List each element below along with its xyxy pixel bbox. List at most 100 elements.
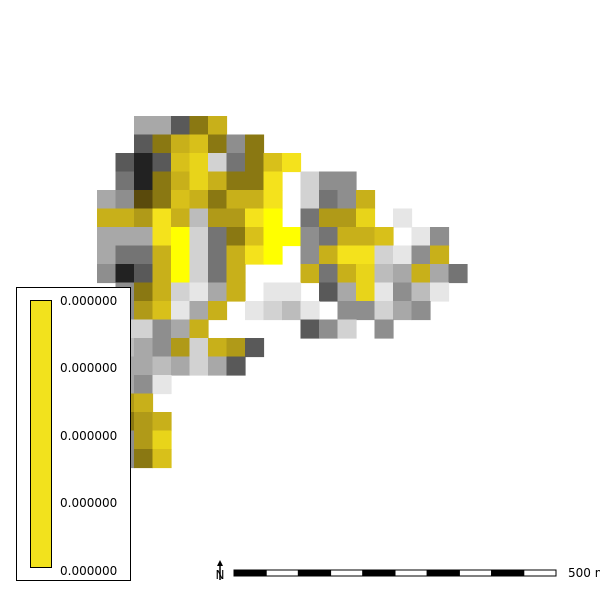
raster-cell — [189, 356, 209, 376]
raster-cell — [245, 227, 265, 247]
raster-cell — [282, 282, 302, 302]
raster-cell — [430, 282, 450, 302]
raster-cell — [393, 282, 413, 302]
raster-cell — [208, 264, 228, 284]
scale-bar-segment — [297, 569, 332, 577]
raster-cell — [356, 190, 376, 210]
raster-cell — [134, 449, 154, 469]
raster-cell — [245, 153, 265, 173]
scale-bar-segment — [458, 569, 493, 577]
raster-cell — [263, 208, 283, 228]
raster-cell — [356, 282, 376, 302]
raster-cell — [208, 356, 228, 376]
raster-cell — [337, 190, 357, 210]
raster-cell — [411, 282, 431, 302]
raster-cell — [411, 245, 431, 265]
raster-cell — [115, 208, 135, 228]
raster-cell — [319, 190, 339, 210]
raster-cell — [448, 264, 468, 284]
raster-cell — [97, 190, 117, 210]
raster-cell — [97, 208, 117, 228]
raster-cell — [171, 356, 191, 376]
raster-cell — [189, 301, 209, 321]
raster-cell — [430, 245, 450, 265]
raster-cell — [337, 319, 357, 339]
raster-cell — [134, 319, 154, 339]
raster-cell — [152, 449, 172, 469]
north-arrow-label: N — [216, 568, 225, 582]
raster-cell — [263, 227, 283, 247]
raster-cell — [337, 227, 357, 247]
raster-cell — [319, 264, 339, 284]
raster-cell — [411, 301, 431, 321]
raster-cell — [134, 375, 154, 395]
raster-cell — [189, 190, 209, 210]
raster-cell — [152, 227, 172, 247]
raster-cell — [134, 338, 154, 358]
scale-bar-segment — [233, 569, 267, 577]
raster-cell — [115, 171, 135, 191]
raster-cell — [152, 301, 172, 321]
raster-cell — [263, 301, 283, 321]
raster-cell — [226, 153, 246, 173]
raster-cell — [171, 116, 191, 136]
scale-bar-segment — [523, 569, 557, 577]
raster-cell — [171, 338, 191, 358]
raster-cell — [134, 153, 154, 173]
legend-panel: 0.000000 0.000000 0.000000 0.000000 0.00… — [16, 287, 131, 581]
legend-label-1: 0.000000 — [60, 294, 118, 308]
raster-cell — [189, 338, 209, 358]
raster-cell — [319, 171, 339, 191]
raster-cell — [319, 208, 339, 228]
raster-cell — [245, 171, 265, 191]
raster-cell — [263, 245, 283, 265]
raster-cell — [134, 208, 154, 228]
raster-cell — [97, 227, 117, 247]
raster-cell — [300, 245, 320, 265]
raster-cell — [356, 227, 376, 247]
raster-cell — [152, 153, 172, 173]
raster-cell — [208, 338, 228, 358]
raster-cell — [171, 134, 191, 154]
raster-cell — [430, 227, 450, 247]
raster-cell — [189, 227, 209, 247]
raster-cell — [97, 245, 117, 265]
raster-cell — [430, 264, 450, 284]
raster-cell — [152, 319, 172, 339]
raster-cell — [337, 171, 357, 191]
raster-cell — [337, 301, 357, 321]
raster-cell — [374, 301, 394, 321]
raster-cell — [152, 282, 172, 302]
raster-cell — [356, 264, 376, 284]
raster-cell — [319, 319, 339, 339]
raster-cell — [245, 301, 265, 321]
raster-cell — [300, 227, 320, 247]
raster-cell — [152, 245, 172, 265]
raster-cell — [337, 282, 357, 302]
raster-cell — [374, 227, 394, 247]
legend-label-4: 0.000000 — [60, 496, 118, 510]
raster-cell — [208, 245, 228, 265]
raster-cell — [300, 264, 320, 284]
raster-cell — [208, 190, 228, 210]
scale-bar-label: 500 m — [568, 566, 600, 580]
raster-cell — [282, 153, 302, 173]
raster-cell — [411, 227, 431, 247]
raster-cell — [171, 171, 191, 191]
raster-cell — [115, 227, 135, 247]
raster-cell — [189, 264, 209, 284]
raster-cell — [189, 171, 209, 191]
raster-cell — [300, 301, 320, 321]
raster-cell — [319, 227, 339, 247]
raster-cell — [97, 264, 117, 284]
legend-color-bar — [30, 300, 52, 568]
raster-cell — [208, 208, 228, 228]
raster-cell — [300, 208, 320, 228]
legend-label-2: 0.000000 — [60, 361, 118, 375]
raster-cell — [300, 171, 320, 191]
raster-cell — [393, 245, 413, 265]
raster-cell — [226, 264, 246, 284]
raster-cell — [374, 264, 394, 284]
raster-cell — [356, 245, 376, 265]
